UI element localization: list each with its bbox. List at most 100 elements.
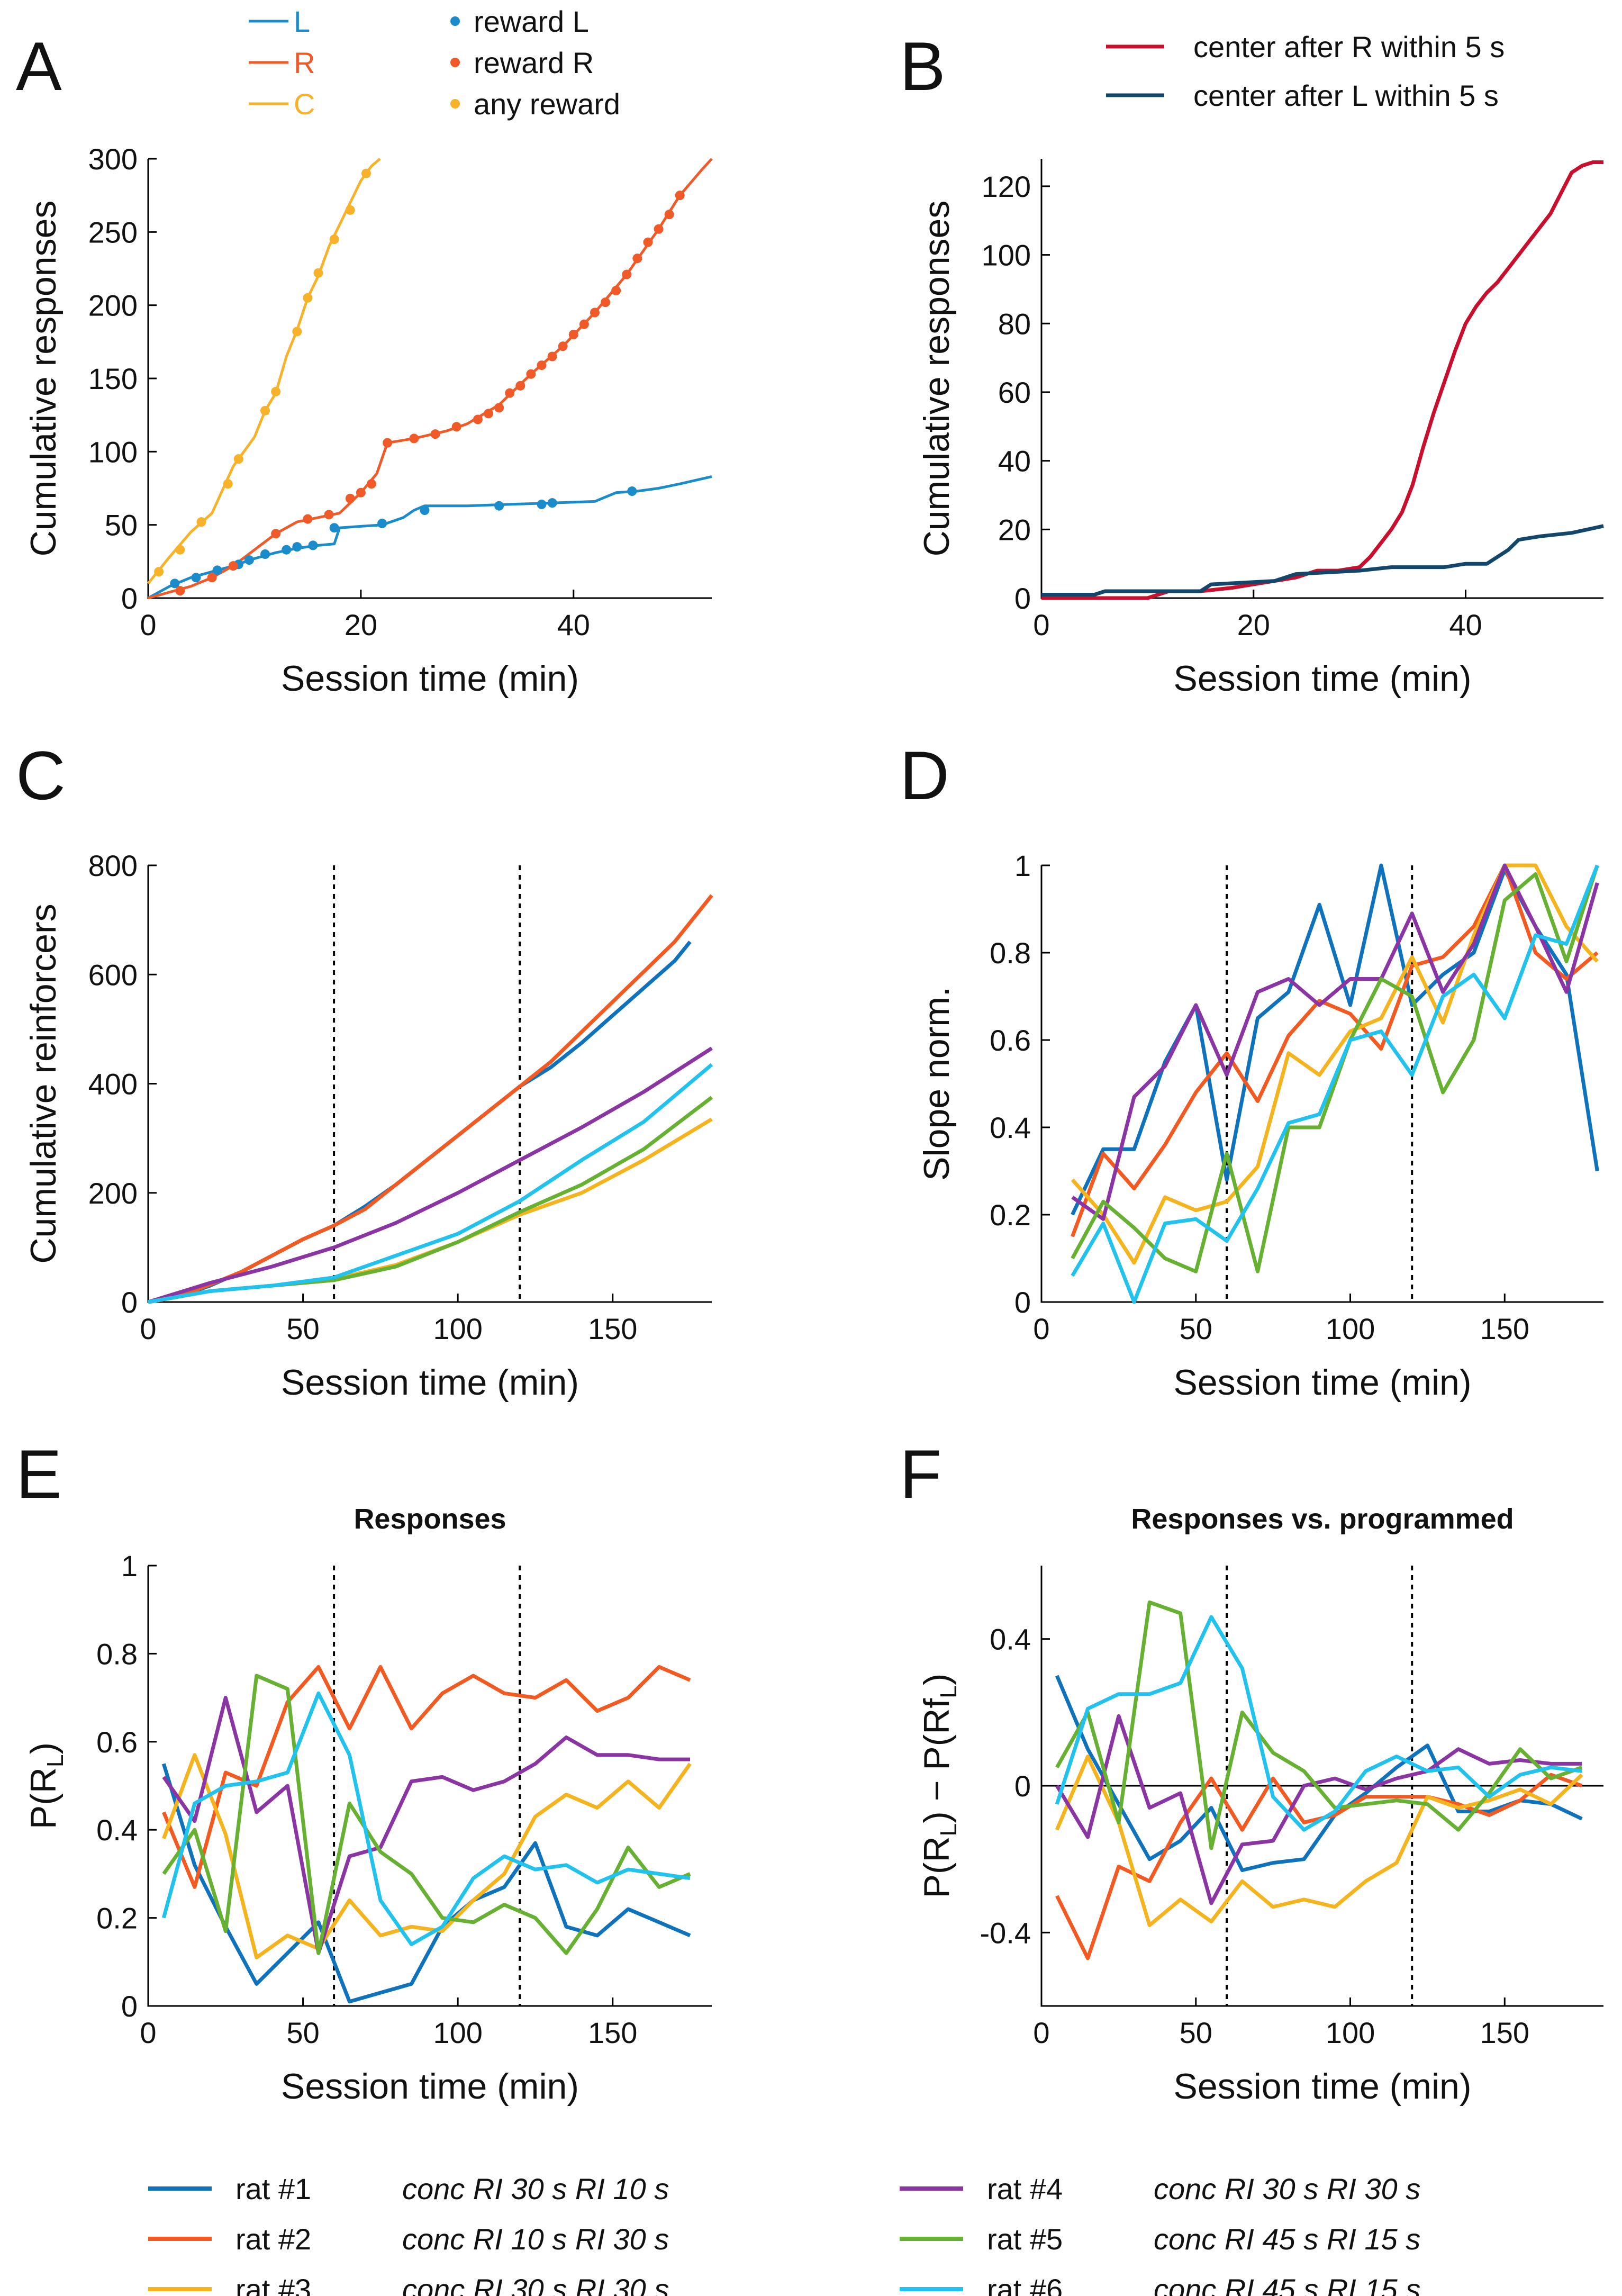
legend-schedule-label: conc RI 30 s RI 30 s xyxy=(402,2273,669,2296)
reward-dot-L xyxy=(260,549,270,559)
reward-dot-C xyxy=(292,327,302,337)
y-axis-label-part: ) xyxy=(23,1742,64,1755)
reward-dot-L xyxy=(537,499,547,509)
legend-label: any reward xyxy=(474,87,620,121)
reward-dot-C xyxy=(233,454,243,464)
x-tick-label: 150 xyxy=(588,1312,637,1345)
reward-dot-R xyxy=(579,319,589,329)
reward-dot-R xyxy=(228,561,238,571)
y-axis-label-part: P(R xyxy=(917,1836,957,1898)
reward-dot-R xyxy=(345,493,355,503)
y-tick-label: 0.8 xyxy=(96,1637,138,1670)
reward-dot-C xyxy=(361,168,371,178)
reward-dot-C xyxy=(313,268,323,278)
y-tick-label: 100 xyxy=(982,239,1031,272)
y-axis-label: Cumulative reinforcers xyxy=(23,903,64,1263)
reward-dot-R xyxy=(558,341,568,351)
reward-dot-R xyxy=(324,510,334,520)
series-line-rat2 xyxy=(1055,1773,1583,1960)
chart-a: 0 20 40 0 50 100 150 200 250 300 Session time (min… xyxy=(23,5,713,699)
y-axis-label: P(RL) xyxy=(23,1742,68,1829)
reward-dot-R xyxy=(494,403,504,413)
reward-dot-R xyxy=(611,286,621,295)
series-line-rat6 xyxy=(148,1063,713,1304)
x-tick-label: 50 xyxy=(286,1312,319,1345)
x-tick-label: 40 xyxy=(1449,608,1482,641)
reward-dot-R xyxy=(383,438,393,448)
legend-schedule-label: conc RI 30 s RI 10 s xyxy=(402,2172,669,2205)
chart-title: Responses vs. programmed xyxy=(1131,1503,1514,1535)
series-line-rat5 xyxy=(148,1096,713,1304)
y-tick-label: 250 xyxy=(88,215,138,249)
legend-label: R xyxy=(294,46,315,79)
legend-label: C xyxy=(294,87,315,121)
series-line-rat3 xyxy=(1071,863,1599,1265)
legend-label: L xyxy=(294,5,310,38)
legend-label: reward L xyxy=(474,5,589,38)
reward-dot-R xyxy=(505,388,515,398)
reward-dot-C xyxy=(196,517,206,527)
series-line-R xyxy=(148,158,713,600)
reward-dot-C xyxy=(329,234,339,245)
y-tick-label: 20 xyxy=(998,513,1031,546)
reward-dot-R xyxy=(590,308,600,318)
axis-lines-b xyxy=(1040,159,1603,599)
y-tick-label: 0 xyxy=(1014,1286,1031,1319)
reward-dot-R xyxy=(175,586,185,596)
x-axis-label: Session time (min) xyxy=(281,1362,579,1403)
reward-dot-L xyxy=(244,555,254,565)
series-line-rat1 xyxy=(161,1763,691,2004)
axis-lines-c xyxy=(147,865,712,1303)
y-tick-label: 0 xyxy=(1014,582,1031,615)
reward-dot-R xyxy=(675,191,685,201)
reward-dot-R xyxy=(568,330,578,339)
series-line-rat5 xyxy=(162,1674,691,1955)
legend-rat-label: rat #6 xyxy=(987,2273,1063,2296)
chart-e: 0 50 100 150 0 0.2 0.4 0.6 0.8 1 Session time (min… xyxy=(23,1503,712,2107)
x-tick-label: 50 xyxy=(286,2016,319,2049)
legend-rat-label: rat #3 xyxy=(235,2273,311,2296)
series-line-rat2 xyxy=(148,894,713,1304)
reward-dot-R xyxy=(632,254,642,264)
y-tick-label: 200 xyxy=(88,1177,138,1210)
reward-dot-R xyxy=(356,487,366,498)
reward-dot-L xyxy=(547,498,557,508)
y-tick-label: 0.2 xyxy=(96,1902,138,1935)
y-tick-label: 150 xyxy=(88,362,138,395)
reward-dot-C xyxy=(154,567,164,577)
reward-dot-C xyxy=(260,405,270,415)
x-tick-label: 150 xyxy=(1480,1312,1529,1345)
y-axis-label-part: ) − P(Rf xyxy=(917,1698,957,1823)
y-tick-label: 50 xyxy=(105,509,138,542)
reward-dot-R xyxy=(484,409,494,419)
y-axis-label: Cumulative responses xyxy=(917,201,957,557)
series-line-L xyxy=(147,475,712,600)
x-tick-label: 0 xyxy=(140,608,156,641)
legend-rat-label: rat #5 xyxy=(987,2222,1063,2256)
legend-schedule-label: conc RI 10 s RI 30 s xyxy=(402,2222,669,2256)
series-line-centerL xyxy=(1041,524,1604,596)
y-tick-label: 0 xyxy=(121,1286,138,1319)
y-tick-label: 800 xyxy=(88,849,138,882)
y-axis-label: Slope norm. xyxy=(917,987,957,1181)
reward-dot-R xyxy=(654,224,664,234)
y-tick-label: 0.4 xyxy=(990,1111,1031,1144)
series-line-rat5 xyxy=(1055,1600,1583,1850)
x-tick-label: 0 xyxy=(1033,2016,1049,2049)
legend-rat-label: rat #2 xyxy=(235,2222,311,2256)
y-axis-label-subscript: L xyxy=(936,1685,962,1698)
y-axis-label-subscript: L xyxy=(936,1823,962,1836)
y-tick-label: 0.8 xyxy=(990,936,1031,970)
x-tick-label: 100 xyxy=(433,1312,482,1345)
y-tick-label: 80 xyxy=(998,307,1031,340)
chart-title: Responses xyxy=(354,1503,506,1535)
y-tick-label: 300 xyxy=(88,142,138,176)
y-tick-label: 0.2 xyxy=(990,1198,1031,1232)
series-line-rat4 xyxy=(147,1046,713,1304)
x-tick-label: 20 xyxy=(345,608,377,641)
panel-letter-d: D xyxy=(900,737,949,814)
reward-dot-R xyxy=(515,381,525,391)
x-tick-label: 150 xyxy=(1480,2016,1529,2049)
